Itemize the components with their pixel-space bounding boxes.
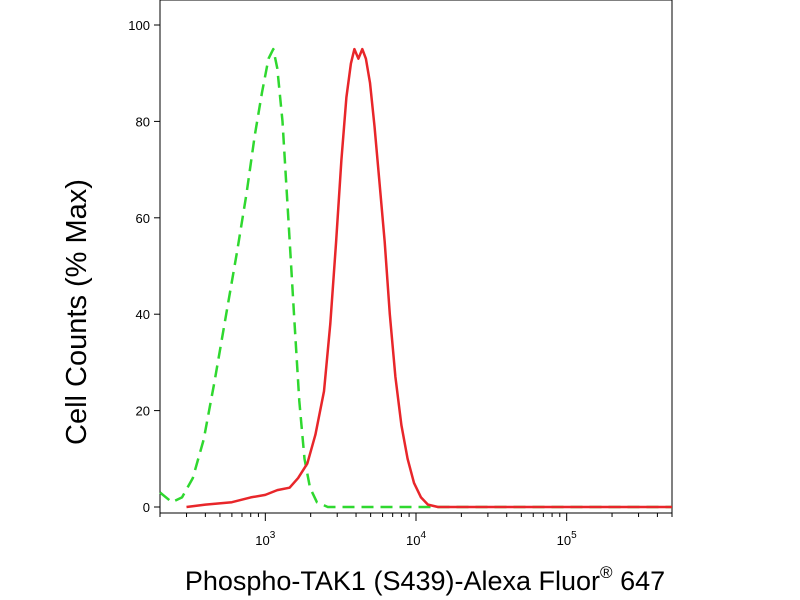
x-axis-title-superscript: ®: [600, 563, 613, 582]
y-tick-label: 100: [128, 18, 150, 33]
plot-frame: [159, 0, 673, 514]
y-tick-label: 20: [136, 404, 150, 419]
y-tick-label: 80: [136, 114, 150, 129]
x-axis: 103 104 105: [159, 513, 673, 548]
x-tick-label: 103: [255, 530, 275, 548]
y-tick-label: 0: [143, 500, 150, 515]
x-tick-label: 105: [557, 530, 577, 548]
series-layer: [159, 47, 672, 509]
x-axis-title-suffix: 647: [613, 566, 666, 596]
y-axis: 0 20 40 60 80 100: [128, 18, 160, 515]
x-axis-title-main: Phospho-TAK1 (S439)-Alexa Fluor: [185, 566, 600, 596]
y-tick-label: 40: [136, 307, 150, 322]
y-tick-label: 60: [136, 211, 150, 226]
y-axis-title: Cell Counts (% Max): [61, 179, 93, 445]
x-axis-title: Phospho-TAK1 (S439)-Alexa Fluor® 647: [185, 563, 665, 596]
x-tick-label: 104: [406, 530, 426, 548]
sample-histogram-line: [186, 47, 672, 509]
control-histogram-line: [159, 47, 672, 509]
